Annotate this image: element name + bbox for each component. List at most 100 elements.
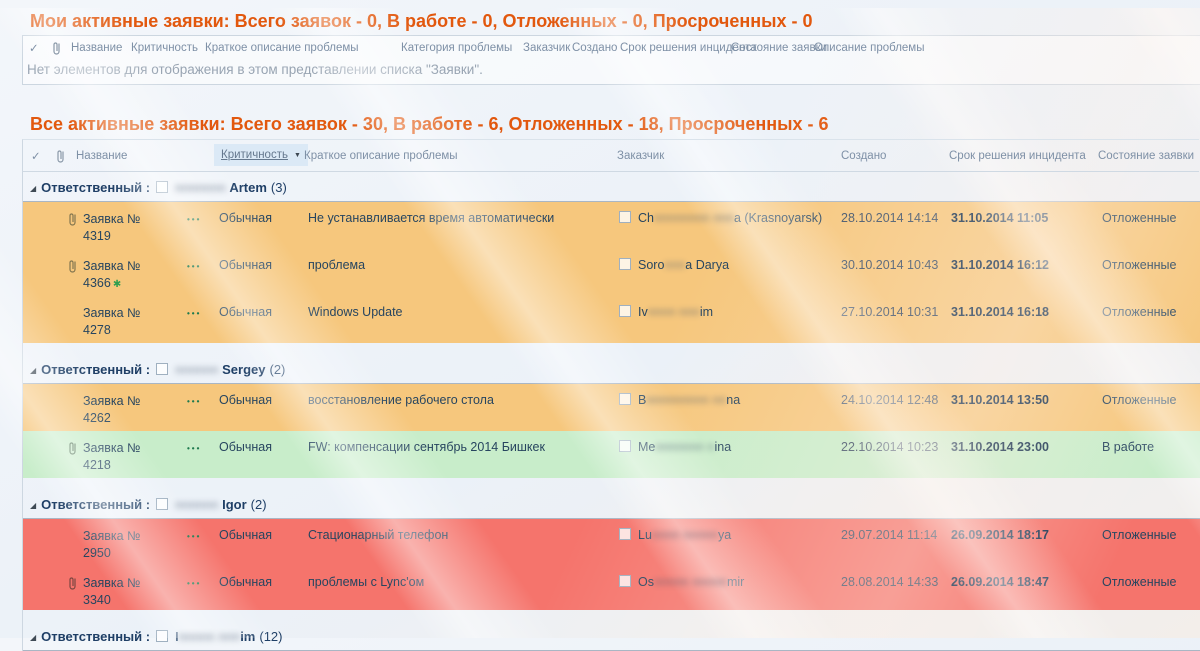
attachment-column-paperclip-icon[interactable]	[52, 40, 62, 59]
group-header-sergey[interactable]: ◢ Ответственный : nnnnnn Sergey (2)	[23, 354, 1200, 384]
row-selector[interactable]	[23, 296, 63, 343]
obscured-name: nnnnnnnn nnn	[653, 211, 734, 225]
ticket-state: Отложенные	[1102, 305, 1177, 319]
row-selector[interactable]	[23, 431, 63, 478]
row-selector[interactable]	[23, 519, 63, 566]
customer-checkbox[interactable]	[619, 528, 631, 540]
column-header-name[interactable]: Название	[76, 150, 128, 162]
customer-checkbox[interactable]	[619, 393, 631, 405]
row-selector[interactable]	[23, 249, 63, 296]
attachment-column-paperclip-icon[interactable]	[56, 148, 66, 167]
collapse-triangle-icon[interactable]: ◢	[30, 366, 37, 375]
item-menu-ellipsis[interactable]: •••	[187, 444, 202, 453]
all-tickets-summary-title: Все активные заявки: Всего заявок - 30, …	[30, 114, 829, 134]
ticket-title-link[interactable]: Заявка № 2950	[83, 529, 141, 560]
ticket-row[interactable]: Заявка № 4218 ••• Обычная FW: компенсации…	[23, 431, 1200, 478]
obscured-name: nnnnn nnnnn	[653, 575, 727, 589]
paperclip-icon	[68, 442, 78, 459]
select-all-check-icon[interactable]: ✓	[31, 151, 41, 163]
ticket-row[interactable]: Заявка № 4319 ••• Обычная Не устанавливае…	[23, 202, 1200, 249]
responsible-name: Sergey	[222, 362, 266, 377]
due-date: 31.10.2014 16:18	[951, 305, 1050, 319]
ticket-title-link[interactable]: Заявка № 4262	[83, 394, 141, 425]
row-selector[interactable]	[23, 202, 63, 249]
problem-description: FW: компенсации сентябрь 2014 Бишкек	[308, 440, 545, 454]
created-date: 24.10.2014 12:48	[841, 393, 939, 407]
collapse-triangle-icon[interactable]: ◢	[30, 184, 37, 193]
ticket-title-link[interactable]: Заявка № 4366 ✱	[83, 259, 141, 290]
select-all-check-icon[interactable]: ✓	[29, 43, 39, 55]
row-selector[interactable]	[23, 384, 63, 431]
column-header-description[interactable]: Краткое описание проблемы	[304, 150, 458, 162]
item-menu-ellipsis[interactable]: •••	[187, 309, 202, 318]
column-header-customer[interactable]: Заказчик	[523, 42, 571, 54]
ticket-row[interactable]: Заявка № 4366 ✱ ••• Обычная проблема Soron…	[23, 249, 1200, 296]
column-header-due[interactable]: Срок решения инцидента	[949, 150, 1086, 162]
due-date: 31.10.2014 13:50	[951, 393, 1050, 407]
group-checkbox[interactable]	[156, 498, 169, 510]
problem-description: проблема	[308, 258, 366, 272]
column-header-due[interactable]: Срок решения инцидента	[620, 42, 757, 54]
column-header-customer[interactable]: Заказчик	[617, 150, 665, 162]
item-menu-ellipsis[interactable]: •••	[187, 262, 202, 271]
item-menu-ellipsis[interactable]: •••	[187, 215, 202, 224]
paperclip-icon	[68, 260, 78, 277]
column-header-state[interactable]: Состояние заявки	[731, 42, 828, 54]
column-header-problem-description[interactable]: Описание проблемы	[814, 42, 925, 54]
group-header-artem[interactable]: ◢ Ответственный : nnnnnnn Artem (3)	[23, 172, 1200, 202]
group-spacer	[23, 478, 1200, 489]
column-header-category[interactable]: Категория проблемы	[401, 42, 513, 54]
item-menu-ellipsis[interactable]: •••	[187, 532, 202, 541]
created-date: 28.08.2014 14:33	[841, 575, 939, 589]
column-header-created[interactable]: Создано	[572, 42, 618, 54]
group-spacer	[23, 610, 1200, 621]
customer-checkbox[interactable]	[619, 575, 631, 587]
customer-checkbox[interactable]	[619, 258, 631, 270]
column-header-state[interactable]: Состояние заявки	[1098, 150, 1195, 162]
ticket-title-link[interactable]: Заявка № 4278	[83, 306, 141, 337]
due-date: 31.10.2014 11:05	[951, 211, 1049, 225]
row-selector[interactable]	[23, 566, 63, 610]
obscured-name: nnnn nnn	[647, 305, 700, 319]
criticality-value: Обычная	[219, 211, 273, 225]
collapse-triangle-icon[interactable]: ◢	[30, 501, 37, 510]
group-header-igor[interactable]: ◢ Ответственный : nnnnnn Igor (2)	[23, 489, 1200, 519]
ticket-title-link[interactable]: Заявка № 4319	[83, 212, 141, 243]
group-checkbox[interactable]	[156, 363, 169, 375]
problem-description: Не устанавливается время автоматически	[308, 211, 555, 225]
ticket-title-link[interactable]: Заявка № 3340	[83, 576, 141, 607]
ticket-row[interactable]: Заявка № 3340 ••• Обычная проблемы с Lync…	[23, 566, 1200, 610]
customer-cell: Mennnnnnn nina	[617, 431, 841, 478]
criticality-value: Обычная	[219, 528, 273, 542]
problem-description: проблемы с Lync'ом	[308, 575, 425, 589]
ticket-row[interactable]: Заявка № 4262 ••• Обычная восстановление …	[23, 384, 1200, 431]
item-menu-ellipsis[interactable]: •••	[187, 579, 202, 588]
ticket-state: Отложенные	[1102, 393, 1177, 407]
column-header-created[interactable]: Создано	[841, 150, 887, 162]
chevron-down-icon: ▼	[293, 152, 301, 159]
obscured-surname: nnnnnn	[175, 497, 223, 512]
group-header-maxim[interactable]: ◢ Ответственный : Innnnn nnnim (12)	[23, 621, 1200, 651]
customer-cell: Bnnnnnnnnn nnna	[617, 384, 841, 431]
group-checkbox[interactable]	[156, 181, 169, 193]
customer-checkbox[interactable]	[619, 211, 631, 223]
created-date: 28.10.2014 14:14	[841, 211, 939, 225]
responsible-name: Igor	[222, 497, 247, 512]
problem-description: Стационарный телефон	[308, 528, 449, 542]
customer-checkbox[interactable]	[619, 440, 631, 452]
column-header-name[interactable]: Название	[71, 42, 123, 54]
group-checkbox[interactable]	[156, 630, 169, 642]
obscured-name: nnn	[664, 258, 686, 272]
ticket-title-link[interactable]: Заявка № 4218	[83, 441, 141, 472]
column-header-description[interactable]: Краткое описание проблемы	[205, 42, 359, 54]
ticket-row[interactable]: Заявка № 2950 ••• Обычная Стационарный те…	[23, 519, 1200, 566]
collapse-triangle-icon[interactable]: ◢	[30, 633, 37, 642]
customer-checkbox[interactable]	[619, 305, 631, 317]
group-spacer	[23, 343, 1200, 354]
item-menu-ellipsis[interactable]: •••	[187, 397, 202, 406]
ticket-row[interactable]: Заявка № 4278 ••• Обычная Windows Update …	[23, 296, 1200, 343]
column-header-criticality-filter[interactable]: Критичность ▼	[214, 144, 308, 166]
ticket-state: Отложенные	[1102, 211, 1177, 225]
column-header-criticality[interactable]: Критичность	[131, 42, 198, 54]
group-count: (3)	[270, 180, 287, 195]
